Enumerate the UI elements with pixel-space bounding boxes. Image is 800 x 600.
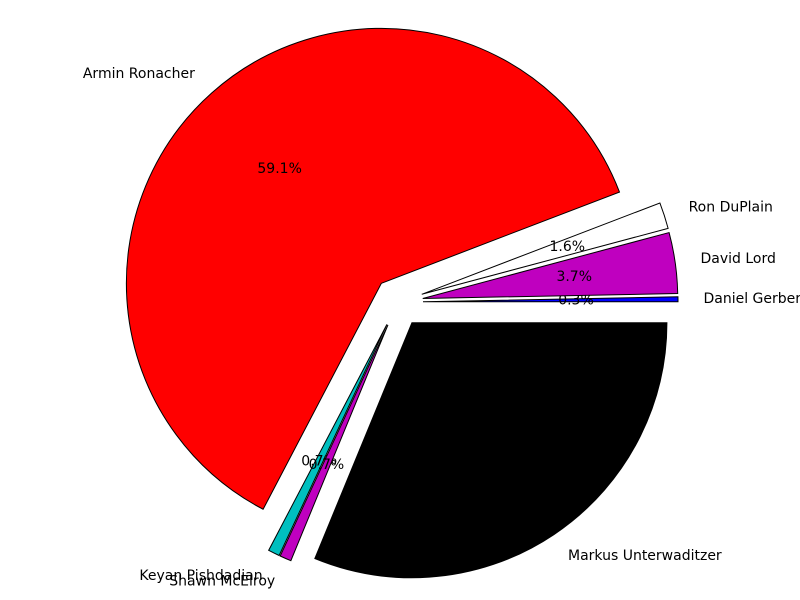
percent-label: 3.7% <box>556 269 592 285</box>
percent-label: 30.0% <box>475 442 519 458</box>
pie-slice <box>125 27 621 510</box>
pie-slice <box>314 322 668 579</box>
slice-label: Ron DuPlain <box>689 200 773 216</box>
percent-label: 1.6% <box>550 239 586 255</box>
pie-slice <box>279 324 389 562</box>
slice-label: Markus Unterwaditzer <box>568 548 722 564</box>
percent-label: 0.7% <box>309 457 345 473</box>
percent-label: 59.1% <box>257 161 301 177</box>
pie-slice <box>267 324 388 557</box>
percent-label: 0.3% <box>558 292 594 308</box>
slice-label: Shawn McElroy <box>169 574 275 590</box>
pie-slice <box>421 202 669 295</box>
slice-label: Keyan Pishdadian <box>139 568 262 584</box>
pie-slice <box>422 296 679 303</box>
slice-label: Armin Ronacher <box>83 66 195 82</box>
slice-label: David Lord <box>700 251 775 267</box>
slice-label: Daniel Gerber <box>703 291 800 307</box>
pie-slice <box>422 231 679 299</box>
